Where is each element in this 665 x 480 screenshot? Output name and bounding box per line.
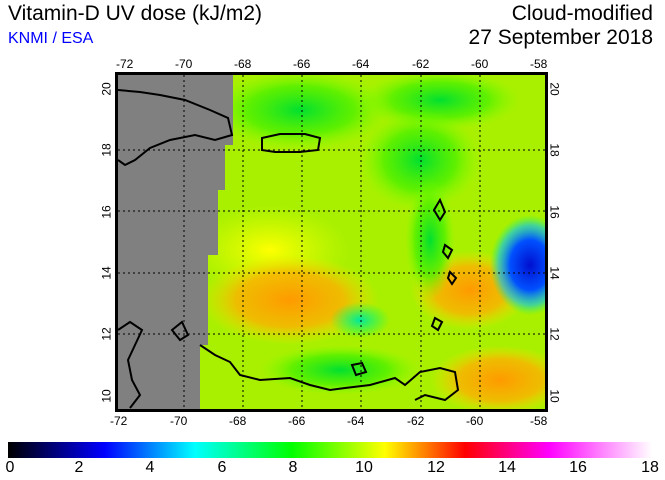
product-label: Cloud-modified [511,2,653,25]
lon-tick: -66 [288,414,306,428]
lon-tick: -68 [234,57,252,71]
lat-tick: 18 [547,143,562,157]
lat-tick: 16 [547,205,562,219]
lat-tick: 16 [99,205,114,219]
lat-tick: 14 [547,266,562,280]
lon-tick: -68 [229,414,247,428]
lon-tick: -62 [407,414,425,428]
lon-tick: -58 [530,57,548,71]
coastlines [118,89,460,409]
lat-tick: 20 [547,82,562,96]
lat-tick: 12 [547,327,562,341]
lat-tick: 18 [99,143,114,157]
no-data-region [118,75,233,409]
colorbar-label: 8 [288,459,298,476]
credit-label: KNMI / ESA [8,30,94,47]
lon-tick: -60 [466,414,484,428]
lon-tick: -72 [110,414,128,428]
lon-tick: -72 [116,57,134,71]
lon-tick: -62 [412,57,430,71]
lon-tick: -70 [175,57,193,71]
lon-tick: -64 [347,414,365,428]
map-title: Vitamin-D UV dose (kJ/m2) [8,2,263,25]
lat-tick: 12 [99,327,114,341]
lon-tick: -64 [352,57,370,71]
colorbar-label: 12 [427,459,445,476]
colorbar-label: 16 [569,459,587,476]
colorbar-label: 0 [5,459,15,476]
colorbar-label: 14 [498,459,516,476]
colorbar [8,442,652,458]
lon-tick: -66 [293,57,311,71]
lat-tick: 14 [99,266,114,280]
lat-tick: 10 [99,389,114,403]
colorbar-label: 6 [217,459,227,476]
uv-dose-field [118,75,545,409]
lat-tick: 10 [547,389,562,403]
lon-tick: -60 [471,57,489,71]
date-label: 27 September 2018 [468,26,653,49]
lon-tick: -70 [170,414,188,428]
lat-tick: 20 [99,82,114,96]
colorbar-label: 10 [355,459,373,476]
graticule [118,75,545,409]
map-panel [115,72,548,412]
colorbar-label: 18 [641,459,659,476]
lon-tick: -58 [530,414,548,428]
colorbar-label: 4 [145,459,155,476]
colorbar-label: 2 [74,459,84,476]
